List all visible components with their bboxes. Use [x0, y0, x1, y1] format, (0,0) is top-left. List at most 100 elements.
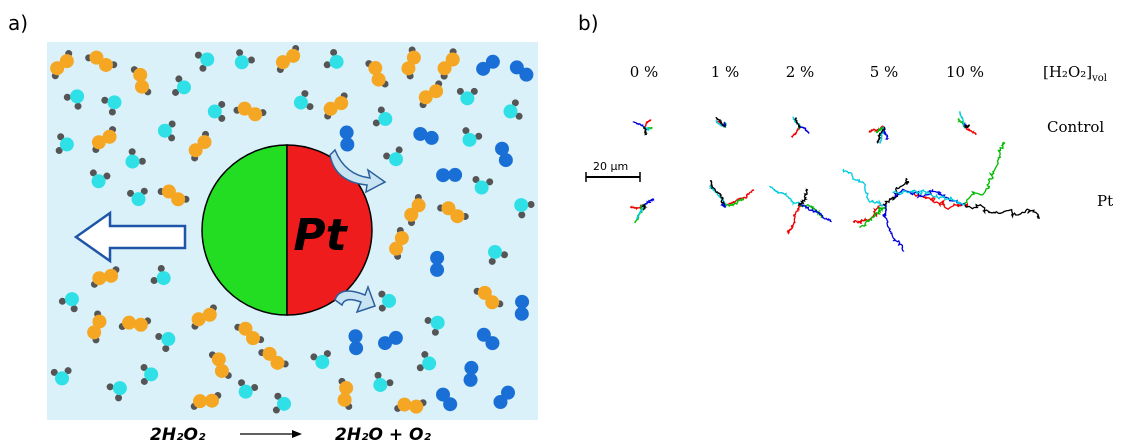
- hydrogen: [140, 377, 148, 385]
- trajectory: [724, 198, 745, 208]
- o2: [476, 327, 500, 351]
- water: [106, 381, 127, 402]
- flow-arrow: [334, 284, 376, 314]
- oxygen: [200, 52, 215, 67]
- hydrogen: [106, 383, 114, 391]
- trajectory: [643, 198, 655, 206]
- oxygen: [460, 91, 475, 106]
- hydrogen: [55, 147, 63, 155]
- water: [58, 292, 79, 313]
- oxygen: [55, 371, 70, 386]
- water: [238, 379, 259, 399]
- water: [416, 351, 437, 372]
- oxygen: [59, 54, 74, 69]
- hydrogen: [57, 133, 65, 141]
- h2o2: [365, 60, 389, 88]
- water: [323, 48, 344, 69]
- trajectory: [643, 119, 652, 128]
- oxygen: [388, 152, 403, 167]
- trajectory: [964, 126, 977, 136]
- oxygen: [277, 396, 292, 411]
- oxygen: [429, 84, 444, 99]
- oxygen: [519, 67, 534, 82]
- water: [172, 75, 191, 96]
- oxygen: [368, 61, 383, 76]
- reaction-arrow-head: [292, 430, 302, 438]
- oxygen: [205, 393, 220, 408]
- oxygen: [413, 126, 428, 141]
- oxygen: [329, 54, 344, 69]
- o2: [348, 329, 364, 356]
- oxygen: [131, 192, 146, 207]
- water: [456, 87, 478, 106]
- oxygen: [476, 327, 491, 342]
- oxygen: [248, 107, 263, 122]
- hydrogen: [115, 394, 123, 402]
- hydrogen: [238, 379, 246, 387]
- oxygen: [493, 395, 508, 410]
- oxygen: [293, 95, 308, 110]
- oxygen: [122, 315, 137, 330]
- oxygen: [171, 192, 186, 207]
- trajectory: [786, 204, 801, 235]
- hydrogen: [274, 392, 282, 400]
- oxygen: [91, 174, 106, 189]
- water: [488, 244, 508, 265]
- hydrogen: [431, 328, 439, 336]
- oxygen: [411, 198, 426, 213]
- oxygen: [64, 292, 79, 307]
- flow-arrow: [329, 148, 387, 194]
- trajectory: [799, 204, 824, 219]
- h2o2: [418, 80, 444, 109]
- oxygen: [348, 329, 363, 344]
- oxygen: [323, 101, 338, 116]
- hydrogen: [330, 48, 338, 56]
- hydrogen: [372, 119, 380, 127]
- oxygen: [476, 61, 491, 76]
- oxygen: [437, 61, 452, 76]
- oxygen: [378, 336, 393, 351]
- hydrogen: [470, 87, 478, 95]
- hydrogen: [301, 90, 309, 98]
- oxygen: [500, 385, 515, 400]
- water: [207, 100, 226, 122]
- oxygen: [89, 50, 104, 65]
- hydrogen: [488, 257, 496, 265]
- trajectory: [964, 203, 1041, 220]
- hydrogen: [162, 345, 170, 353]
- oxygen: [238, 384, 253, 399]
- water: [55, 133, 74, 155]
- hydrogen: [218, 100, 226, 108]
- trajectory: [798, 125, 810, 134]
- oxygen: [156, 271, 171, 286]
- oxygen: [488, 244, 503, 259]
- hydrogen: [251, 383, 259, 391]
- hydrogen: [194, 51, 202, 59]
- concentration-labels: 0 % 1 % 2 % 5 % 10 %: [630, 63, 984, 81]
- oxygen: [406, 50, 421, 65]
- h2o2: [323, 92, 349, 120]
- trajectory: [797, 188, 809, 207]
- concentration-label: 2 %: [786, 63, 815, 81]
- oxygen: [193, 394, 208, 409]
- water: [514, 198, 535, 219]
- hydrogen: [416, 364, 424, 372]
- water: [373, 371, 394, 392]
- hydrogen: [140, 187, 148, 195]
- trajectory: [963, 141, 1006, 206]
- oxygen: [514, 198, 529, 213]
- water: [503, 99, 523, 120]
- h2o2: [191, 304, 217, 330]
- equation-product: 2H₂O + O₂: [335, 425, 431, 445]
- hydrogen: [377, 106, 385, 114]
- oxygen: [448, 167, 463, 182]
- water: [372, 106, 393, 127]
- h2o2: [404, 193, 426, 227]
- hydrogen: [518, 211, 526, 219]
- axis-label: [H₂O₂]vol: [1043, 63, 1107, 84]
- o2: [463, 360, 479, 387]
- trajectory: [892, 189, 966, 206]
- o2: [509, 60, 534, 82]
- trajectory: [852, 203, 885, 225]
